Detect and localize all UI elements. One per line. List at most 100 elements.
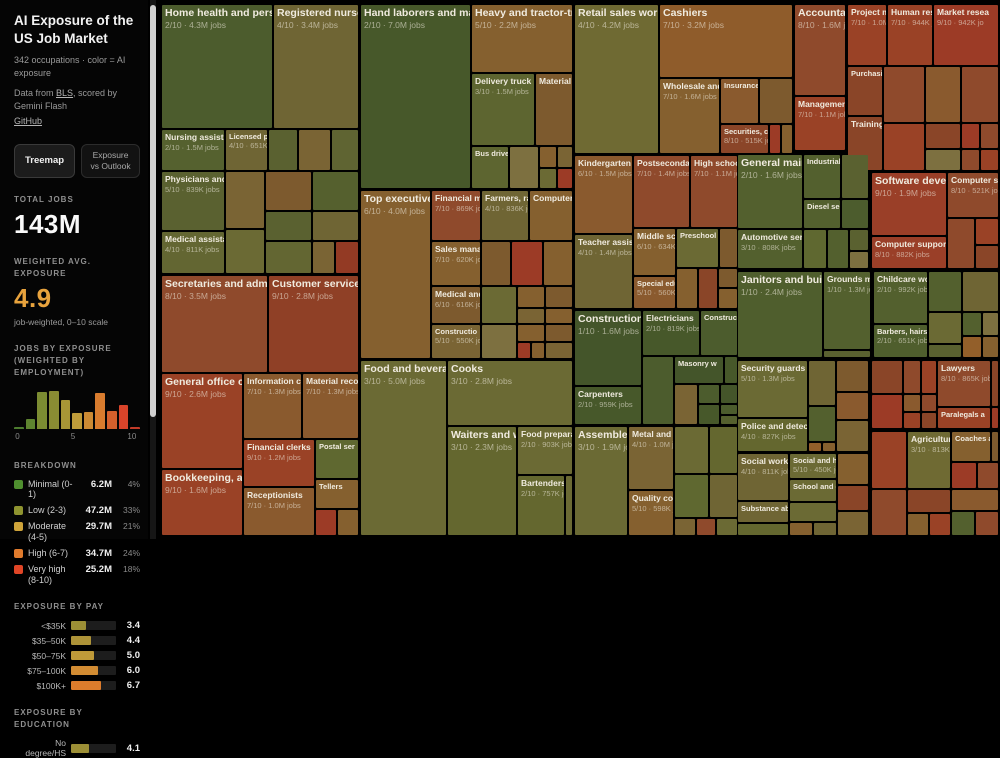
treemap-cell[interactable]: [760, 79, 792, 123]
treemap-cell[interactable]: [546, 309, 572, 323]
treemap-cell[interactable]: [976, 219, 998, 244]
treemap-cell[interactable]: [814, 523, 836, 535]
treemap-cell[interactable]: [824, 351, 870, 357]
treemap-cell[interactable]: [532, 343, 544, 358]
cell-electricians[interactable]: Electricians 2/10 · 819K jobs: [643, 311, 699, 355]
cell-purchasin[interactable]: Purchasin: [848, 67, 882, 115]
treemap-cell[interactable]: [721, 416, 737, 424]
treemap-cell[interactable]: [725, 357, 737, 383]
treemap-cell[interactable]: [717, 519, 737, 535]
treemap-cell[interactable]: [482, 242, 510, 285]
cell-medical-and[interactable]: Medical and 6/10 · 616K jo: [432, 287, 480, 323]
treemap-cell[interactable]: [546, 287, 572, 307]
cell-bookkeeping-acco[interactable]: Bookkeeping, acco9/10 · 1.6M jobs: [162, 470, 242, 535]
treemap-cell[interactable]: [332, 130, 358, 170]
treemap-cell[interactable]: [837, 421, 868, 451]
cell-insurance[interactable]: Insurance: [721, 79, 758, 123]
treemap-cell[interactable]: [809, 361, 835, 405]
treemap-cell[interactable]: [992, 408, 998, 428]
treemap-cell[interactable]: [926, 150, 960, 170]
cell-substance-ab[interactable]: Substance ab: [738, 502, 788, 522]
cell-cooks[interactable]: Cooks 3/10 · 2.8M jobs: [448, 361, 572, 425]
cell-receptionists[interactable]: Receptionists 7/10 · 1.0M jobs: [244, 488, 314, 535]
treemap-cell[interactable]: [738, 524, 788, 535]
treemap-cell[interactable]: [828, 230, 848, 268]
cell-police-and-detecti[interactable]: Police and detecti 4/10 · 827K jobs: [738, 419, 807, 451]
cell-securities-co[interactable]: Securities, co8/10 · 515K jobs: [721, 125, 768, 153]
cell-human-resou[interactable]: Human resou7/10 · 944K jo: [888, 5, 932, 65]
cell-customer-service-re[interactable]: Customer service re9/10 · 2.8M jobs: [269, 276, 358, 372]
treemap-cell[interactable]: [266, 242, 311, 273]
treemap-cell[interactable]: [719, 269, 737, 287]
treemap-cell[interactable]: [699, 385, 719, 403]
cell-bartenders[interactable]: Bartenders 2/10 · 757K jo: [518, 476, 564, 535]
treemap-cell[interactable]: [226, 172, 264, 228]
treemap-cell[interactable]: [926, 124, 960, 148]
treemap-cell[interactable]: [299, 130, 330, 170]
treemap-cell[interactable]: [929, 272, 961, 311]
treemap-cell[interactable]: [837, 393, 868, 419]
treemap-cell[interactable]: [962, 67, 998, 122]
treemap-cell[interactable]: [948, 219, 974, 268]
cell-information-clerk[interactable]: Information clerk7/10 · 1.3M jobs: [244, 374, 301, 438]
treemap-cell[interactable]: [929, 345, 961, 357]
treemap-cell[interactable]: [675, 427, 708, 473]
treemap-cell[interactable]: [904, 395, 920, 411]
cell-project-manag[interactable]: Project manag7/10 · 1.0M jobs: [848, 5, 886, 65]
cell-waiters-and-waitre[interactable]: Waiters and waitre3/10 · 2.3M jobs: [448, 427, 516, 535]
cell-secretaries-and-admini[interactable]: Secretaries and admini8/10 · 3.5M jobs: [162, 276, 267, 372]
cell-food-and-beverage[interactable]: Food and beverage3/10 · 5.0M jobs: [361, 361, 446, 535]
github-link[interactable]: GitHub: [14, 116, 43, 127]
treemap-cell[interactable]: [546, 343, 572, 358]
treemap-cell[interactable]: [838, 454, 868, 484]
treemap-cell[interactable]: [558, 147, 572, 167]
treemap-cell[interactable]: [872, 395, 902, 428]
treemap-cell[interactable]: [710, 475, 737, 517]
cell-material-recordi[interactable]: Material recordi7/10 · 1.3M jobs: [303, 374, 358, 438]
cell-carpenters[interactable]: Carpenters 2/10 · 959K jobs: [575, 387, 641, 424]
bls-link[interactable]: BLS: [56, 88, 74, 99]
treemap-cell[interactable]: [838, 486, 868, 510]
treemap-cell[interactable]: [981, 124, 998, 148]
cell-wholesale-and-ma[interactable]: Wholesale and ma7/10 · 1.6M jobs: [660, 79, 719, 153]
treemap-cell[interactable]: [338, 510, 358, 535]
treemap-cell[interactable]: [790, 523, 812, 535]
treemap-cell[interactable]: [266, 172, 311, 210]
treemap-cell[interactable]: [313, 242, 334, 273]
treemap-cell[interactable]: [976, 246, 998, 268]
cell-software-develope[interactable]: Software develope9/10 · 1.9M jobs: [872, 173, 946, 235]
cell-quality-cont[interactable]: Quality cont5/10 · 598K jo: [629, 491, 673, 535]
treemap-cell[interactable]: [926, 67, 960, 122]
treemap-cell[interactable]: [566, 476, 572, 535]
treemap-cell[interactable]: [510, 147, 538, 188]
treemap-cell[interactable]: [226, 230, 264, 273]
treemap-cell[interactable]: [962, 124, 979, 148]
treemap-cell[interactable]: [952, 512, 974, 535]
cell-cashiers[interactable]: Cashiers 7/10 · 3.2M jobs: [660, 5, 792, 77]
cell-school-and-c[interactable]: School and c: [790, 480, 836, 501]
cell-licensed-pra[interactable]: Licensed pra4/10 · 651K jobs: [226, 130, 267, 170]
treemap-cell[interactable]: [540, 169, 556, 188]
cell-heavy-and-tractor-tra[interactable]: Heavy and tractor-tra 5/10 · 2.2M jobs: [472, 5, 572, 72]
cell-computer-support[interactable]: Computer support 8/10 · 882K jobs: [872, 237, 946, 268]
cell-retail-sales-workers[interactable]: Retail sales workers4/10 · 4.2M jobs: [575, 5, 658, 153]
treemap-cell[interactable]: [675, 519, 695, 535]
treemap-cell[interactable]: [929, 313, 961, 343]
tab-treemap[interactable]: Treemap: [14, 144, 76, 178]
treemap-cell[interactable]: [482, 287, 516, 323]
treemap-cell[interactable]: [518, 309, 544, 323]
cell-masonry-w[interactable]: Masonry w: [675, 357, 723, 383]
cell-sales-manag[interactable]: Sales manag7/10 · 620K jo: [432, 242, 480, 285]
cell-janitors-and-buildin[interactable]: Janitors and buildin1/10 · 2.4M jobs: [738, 272, 822, 357]
treemap-cell[interactable]: [922, 395, 936, 411]
cell-physicians-and-su[interactable]: Physicians and su5/10 · 839K jobs: [162, 172, 224, 230]
cell-paralegals-a[interactable]: Paralegals a: [938, 408, 990, 428]
cell-computer-sy[interactable]: Computer sy 8/10 · 521K jo: [948, 173, 998, 217]
treemap-cell[interactable]: [922, 361, 936, 393]
cell-home-health-and-person[interactable]: Home health and person2/10 · 4.3M jobs: [162, 5, 272, 128]
treemap-cell[interactable]: [675, 475, 708, 517]
treemap-cell[interactable]: [720, 229, 737, 267]
